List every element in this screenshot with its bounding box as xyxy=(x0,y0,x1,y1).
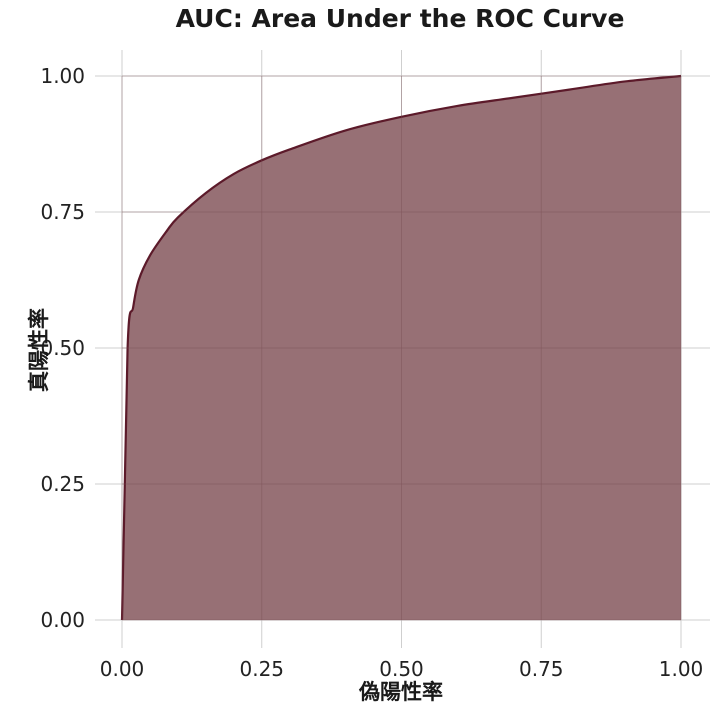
x-tick-label: 0.00 xyxy=(100,657,145,681)
y-axis-title: 真陽性率 xyxy=(27,308,51,392)
auc-area xyxy=(122,76,681,620)
x-axis-title: 偽陽性率 xyxy=(359,680,443,704)
y-tick-label: 0.00 xyxy=(40,608,85,632)
x-tick-label: 0.50 xyxy=(379,657,424,681)
tick-labels: 0.00 0.25 0.50 0.75 1.00 0.00 0.25 0.50 0.75 1.00 xyxy=(40,64,703,681)
area-layer xyxy=(120,74,682,621)
x-tick-label: 0.25 xyxy=(239,657,284,681)
y-tick-label: 0.75 xyxy=(40,200,85,224)
y-tick-label: 1.00 xyxy=(40,64,85,88)
chart-title: AUC: Area Under the ROC Curve xyxy=(175,4,625,33)
y-tick-label: 0.25 xyxy=(40,472,85,496)
x-tick-label: 1.00 xyxy=(659,657,704,681)
roc-curve-line xyxy=(120,74,682,621)
x-tick-label: 0.75 xyxy=(519,657,564,681)
y-tick-label: 0.50 xyxy=(40,336,85,360)
